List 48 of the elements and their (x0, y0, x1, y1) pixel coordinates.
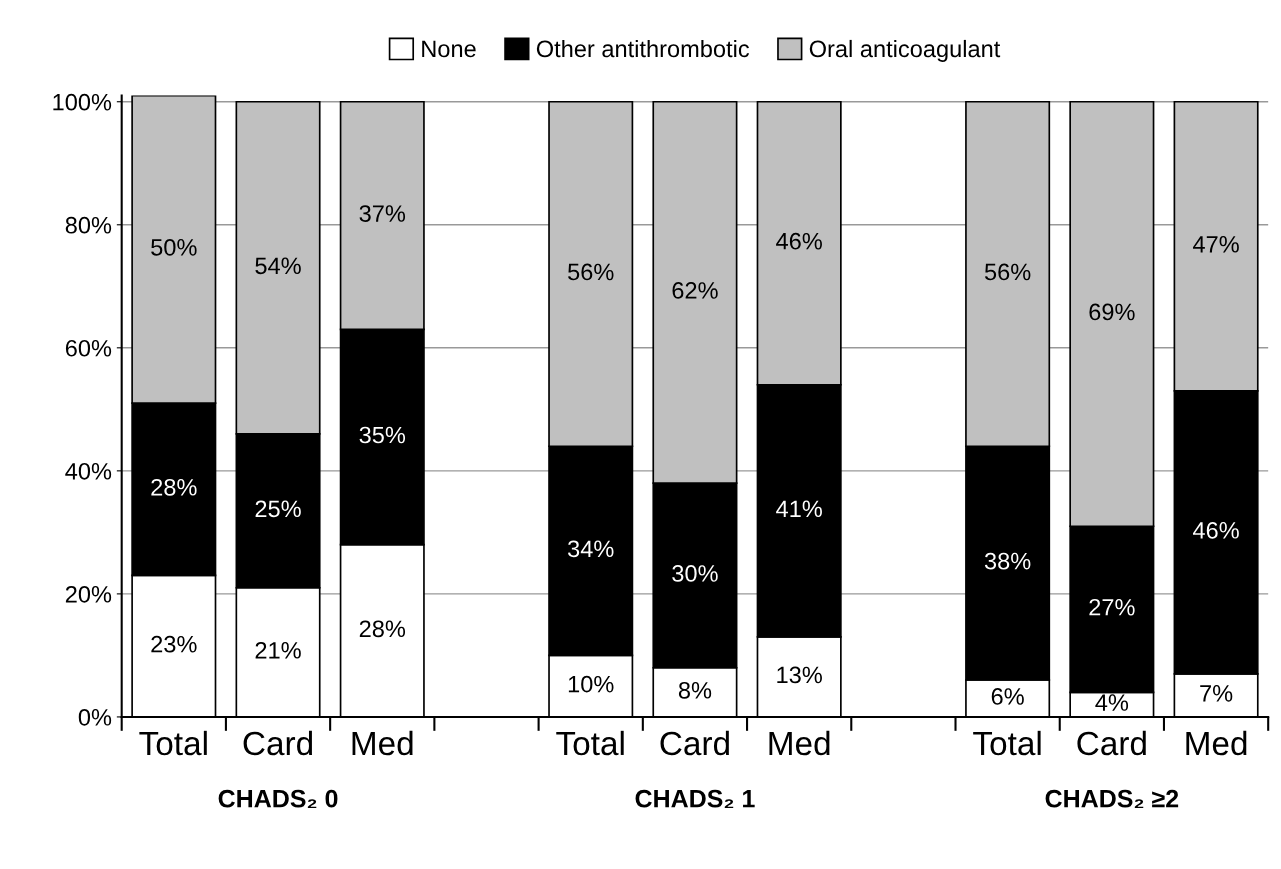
x-tick-label: Card (660, 730, 729, 756)
x-tick-label: Med (769, 730, 830, 756)
x-tick-label: Card (243, 730, 313, 756)
x-tick-label: Total (973, 730, 1041, 756)
data-label: 34% (567, 540, 614, 558)
data-label: 21% (255, 641, 301, 659)
x-tick-label: Card (1077, 730, 1146, 756)
data-label: 4% (1095, 694, 1129, 711)
data-label: 7% (1200, 685, 1233, 702)
y-tick-label: 20% (65, 585, 112, 603)
data-label: 28% (359, 620, 406, 638)
data-label: 46% (776, 232, 822, 250)
data-label: 6% (991, 688, 1024, 705)
y-tick-label: 100% (53, 93, 112, 111)
data-label: 23% (151, 635, 197, 653)
data-label: 35% (359, 426, 406, 444)
text: CHADS₂ ≥2 (1045, 789, 1179, 809)
data-label: 10% (568, 675, 614, 693)
text: CHADS₂ 0 (218, 789, 338, 809)
legend-label: Oral anticoagulant (809, 39, 1001, 62)
data-label: 41% (776, 500, 822, 518)
data-label: 37% (359, 205, 406, 222)
data-label: 62% (672, 282, 718, 299)
x-tick-label: Total (556, 730, 624, 756)
data-label: 38% (984, 552, 1031, 570)
data-label: 50% (151, 239, 197, 256)
y-tick-label: 80% (65, 216, 112, 234)
data-label: 27% (1089, 598, 1135, 616)
data-label: 56% (568, 263, 614, 281)
legend-label: None (422, 40, 476, 58)
data-label: 8% (678, 681, 712, 699)
data-label: 46% (1192, 521, 1239, 539)
x-tick-label: Med (1186, 730, 1247, 756)
data-label: 30% (672, 565, 718, 582)
y-tick-label: 0% (78, 708, 112, 726)
data-label: 25% (255, 500, 301, 518)
data-label: 54% (255, 257, 301, 275)
x-tick-label: Med (352, 730, 413, 756)
data-label: 28% (151, 478, 197, 496)
y-tick-label: 60% (65, 339, 112, 357)
data-label: 69% (1089, 303, 1135, 321)
data-label: 13% (777, 666, 822, 684)
text: CHADS₂ 1 (635, 789, 755, 809)
y-tick-label: 40% (65, 462, 112, 480)
x-tick-label: Total (139, 730, 207, 756)
data-label: 56% (984, 263, 1031, 281)
data-label: 47% (1192, 236, 1239, 253)
legend-label: Other antithrombotic (536, 39, 750, 58)
